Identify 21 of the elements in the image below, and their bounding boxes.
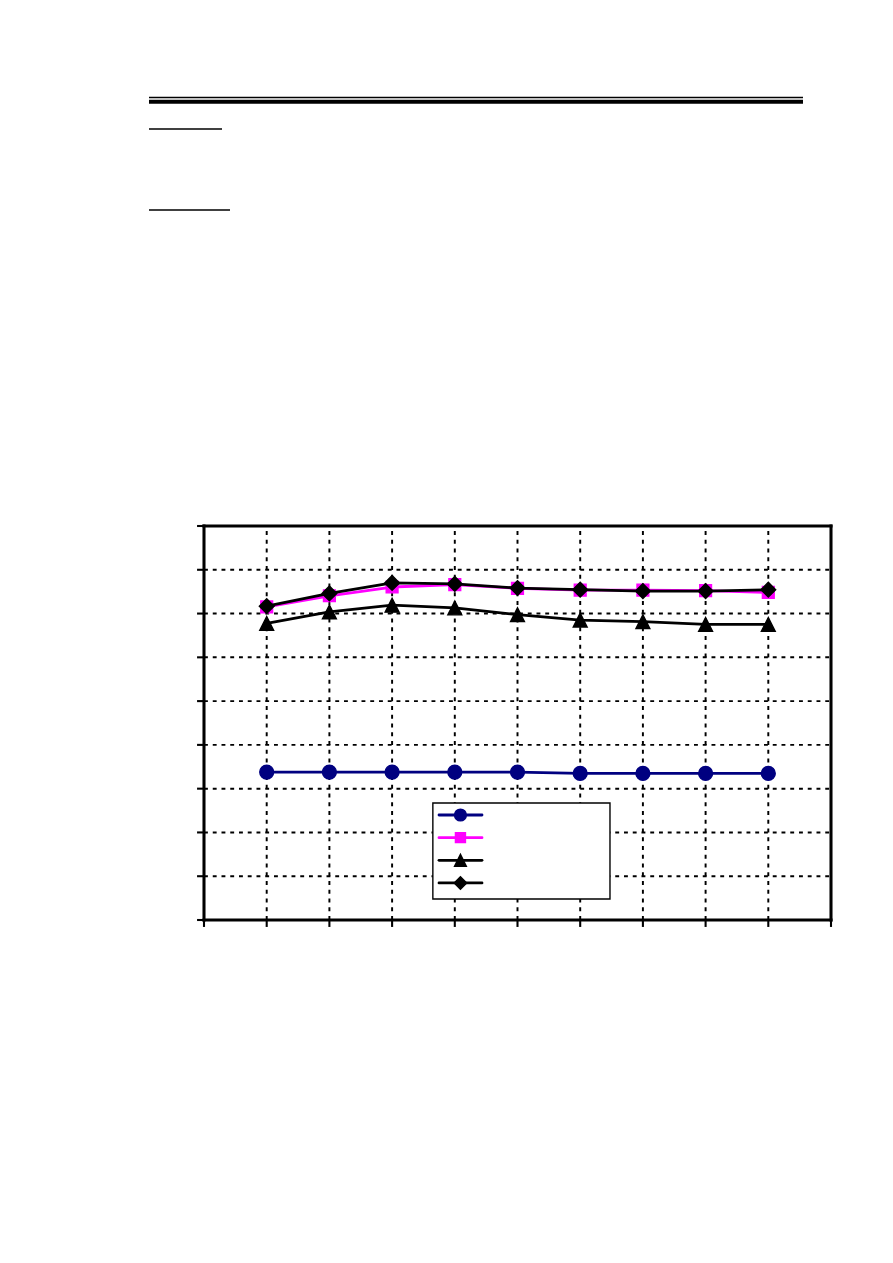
point <box>259 764 275 780</box>
point <box>572 612 588 628</box>
point <box>259 615 275 632</box>
point <box>760 616 776 633</box>
point <box>384 597 400 613</box>
point <box>447 764 463 780</box>
point <box>321 764 338 780</box>
point <box>384 574 401 592</box>
point <box>572 765 588 782</box>
point <box>697 616 714 633</box>
point <box>509 764 526 780</box>
point <box>447 600 463 616</box>
point <box>697 765 714 782</box>
point <box>635 765 651 782</box>
point <box>509 607 526 623</box>
point <box>760 765 776 782</box>
point <box>321 604 338 620</box>
point <box>760 581 777 598</box>
point <box>321 585 338 602</box>
point <box>384 764 400 780</box>
point <box>635 614 651 630</box>
